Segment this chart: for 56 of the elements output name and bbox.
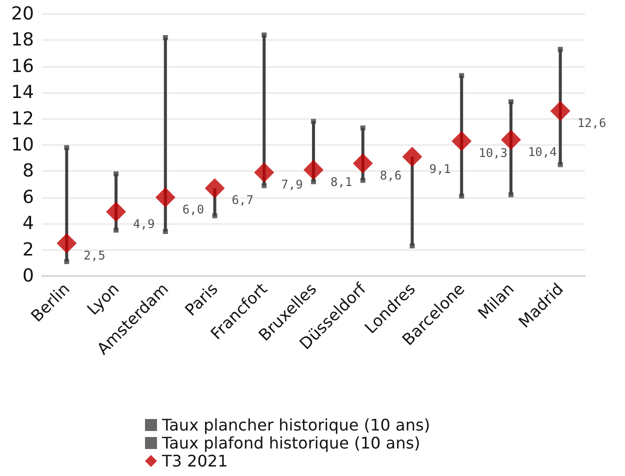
point (254, 162, 274, 183)
point (262, 32, 267, 38)
point (56, 233, 77, 254)
data-label: 6,0 (182, 202, 204, 216)
y-tick-label: 14 (11, 82, 34, 104)
point (64, 259, 70, 264)
point (114, 171, 119, 176)
data-label: 10,3 (478, 146, 508, 160)
point (459, 194, 464, 199)
y-tick-label: 4 (22, 213, 34, 234)
point (64, 145, 70, 150)
y-tick-label: 12 (11, 108, 34, 130)
point (500, 130, 521, 150)
point (311, 118, 316, 124)
data-label: 8,1 (330, 174, 352, 189)
point (262, 183, 267, 188)
y-tick-label: 0 (22, 266, 34, 286)
point (459, 73, 464, 78)
point (360, 125, 366, 130)
data-label: 12,6 (577, 116, 606, 130)
point (402, 146, 422, 167)
data-label: 7,9 (281, 178, 303, 192)
y-tick-label: 8 (22, 160, 34, 182)
y-tick-label: 16 (11, 56, 34, 77)
point (508, 192, 514, 198)
point (162, 35, 168, 40)
point (114, 228, 119, 233)
point (410, 243, 415, 248)
y-tick-label: 10 (11, 134, 34, 156)
data-label: 10,4 (528, 144, 557, 159)
point (508, 99, 514, 104)
point (558, 162, 563, 168)
y-tick-label: 20 (11, 4, 34, 24)
y-tick-label: 18 (11, 30, 34, 51)
y-tick-label: 2 (22, 239, 34, 260)
point (155, 187, 176, 208)
point (311, 179, 316, 184)
data-label: 6,7 (232, 193, 254, 208)
point (204, 178, 225, 198)
point (360, 178, 366, 183)
data-label: 4,9 (133, 216, 155, 231)
legend-label: T3 2021 (161, 452, 228, 470)
point (304, 160, 324, 180)
point (352, 153, 373, 174)
point (212, 213, 218, 218)
point (162, 228, 168, 234)
point (106, 202, 126, 222)
point (550, 100, 570, 121)
y-tick-label: 6 (22, 186, 34, 208)
legend-label: Taux plafond historique (10 ans) (161, 434, 420, 452)
point (452, 131, 472, 152)
legend-label: Taux plancher historique (10 ans) (161, 416, 430, 434)
data-label: 9,1 (429, 162, 451, 176)
data-label: 8,6 (380, 168, 402, 182)
point (558, 46, 563, 52)
data-label: 2,5 (84, 248, 106, 262)
